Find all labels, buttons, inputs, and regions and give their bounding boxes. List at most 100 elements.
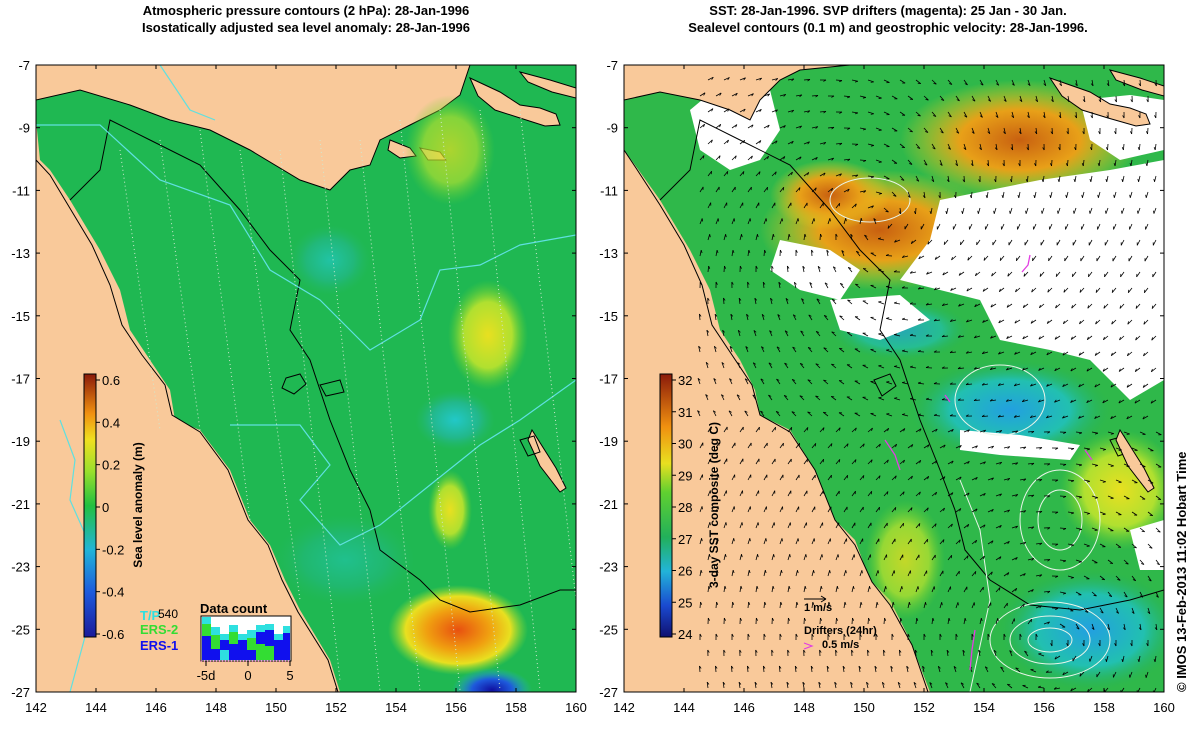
left-y-tick-label: -9 <box>18 121 30 136</box>
legend-ers1: ERS-1 <box>140 638 178 653</box>
left-y-tick-label: -15 <box>11 309 30 324</box>
right-new-ireland <box>1108 69 1164 97</box>
left-satellite-tracks <box>119 109 576 691</box>
right-x-tick-label: 142 <box>613 700 635 715</box>
legend-tp: T/P <box>140 608 161 623</box>
right-x-tick-label: 154 <box>973 700 995 715</box>
data-count-tick-2: 5 <box>286 668 293 683</box>
right-colorbar-tick-label: 24 <box>678 627 692 642</box>
left-new-ireland <box>518 71 576 99</box>
data-count-tick-1: 0 <box>244 668 251 683</box>
left-y-tick-label: -13 <box>11 246 30 261</box>
left-y-tick-label: -21 <box>11 497 30 512</box>
right-colorbar-tick-label: 31 <box>678 405 692 420</box>
sst-warm-ne <box>900 80 1140 200</box>
left-colorbar-tick-label: -0.4 <box>102 585 124 600</box>
right-new-britain <box>1048 77 1151 127</box>
right-map <box>624 65 1164 692</box>
left-map <box>36 65 576 692</box>
left-eez-line-1 <box>36 124 576 351</box>
ssh-high-north <box>405 95 495 205</box>
left-colorbar-tick-label: 0.4 <box>102 415 120 430</box>
left-colorbar <box>83 373 97 638</box>
left-x-tick-label: 156 <box>445 700 467 715</box>
right-colorbar-tick-label: 26 <box>678 564 692 579</box>
legend-ers2: ERS-2 <box>140 622 178 637</box>
ssh-low-mid <box>415 390 495 450</box>
ssh-low-south <box>275 515 415 605</box>
left-shelf-contour <box>69 119 576 613</box>
velocity-scale-label: 1 m/s <box>804 602 832 614</box>
left-y-tick-label: -27 <box>11 685 30 700</box>
left-y-tick-label: -7 <box>18 58 30 73</box>
data-count-tick-0: -5d <box>197 668 216 683</box>
left-colorbar-tick-label: 0.6 <box>102 373 120 388</box>
data-count-axis: -5d 0 5 <box>197 661 294 683</box>
left-australia <box>36 159 339 692</box>
left-title-line1: Atmospheric pressure contours (2 hPa): 2… <box>142 3 470 18</box>
right-colorbar-tick-label: 32 <box>678 373 692 388</box>
imos-credit: © IMOS 13-Feb-2013 11:02 Hobart Time <box>1174 451 1189 692</box>
right-y-tick-label: -23 <box>599 560 618 575</box>
right-colorbar-ticks: 32 31 30 29 28 27 26 25 24 <box>672 373 692 642</box>
right-y-tick-label: -27 <box>599 685 618 700</box>
right-y-tick-label: -13 <box>599 246 618 261</box>
geostrophic-velocity-arrows <box>697 76 1162 692</box>
drifters-label: Drifters (24hr) <box>804 625 877 637</box>
ssh-low-west <box>290 225 370 295</box>
right-colorbar-tick-label: 30 <box>678 437 692 452</box>
sst-warm-coast <box>865 500 945 620</box>
left-colorbar-ticks: 0.6 0.4 0.2 0 -0.2 -0.4 -0.6 <box>96 373 124 642</box>
right-colorbar-tick-label: 25 <box>678 595 692 610</box>
left-title-line2: Isostatically adjusted sea level anomaly… <box>141 20 471 35</box>
left-y-tick-label: -17 <box>11 372 30 387</box>
left-reef-1 <box>281 373 307 395</box>
left-reef-3 <box>519 435 541 457</box>
left-y-tick-label: -19 <box>11 434 30 449</box>
left-x-tick-label: 150 <box>265 700 287 715</box>
ssh-low-eddy <box>452 668 532 692</box>
map-axes: 142 144 146 148 150 152 154 156 158 160 -7 -9 -11 -13… <box>11 58 1175 715</box>
right-y-tick-label: -9 <box>606 121 618 136</box>
right-title: SST: 28-Jan-1996. SVP drifters (magenta)… <box>608 2 1168 36</box>
left-y-tick-label: -25 <box>11 622 30 637</box>
sealevel-contours <box>829 177 1111 692</box>
drifter-scale-label: 0.5 m/s <box>822 639 859 651</box>
left-y-tick-label: -23 <box>11 560 30 575</box>
left-y-tick-label: -11 <box>12 183 30 198</box>
right-x-tick-label: 146 <box>733 700 755 715</box>
right-new-caledonia <box>1115 428 1155 493</box>
right-title-line2: Sealevel contours (0.1 m) and geostrophi… <box>688 20 1088 35</box>
left-eez-line-2 <box>230 379 576 546</box>
data-count-value: 540 <box>158 607 178 621</box>
right-x-tick-label: 152 <box>913 700 935 715</box>
right-x-tick-label: 150 <box>853 700 875 715</box>
left-title: Atmospheric pressure contours (2 hPa): 2… <box>36 2 576 36</box>
ssh-high-east <box>448 280 528 390</box>
right-y-tick-label: -7 <box>606 58 618 73</box>
right-shelf-contour <box>659 119 1164 611</box>
left-eez-line-4 <box>159 65 216 121</box>
right-y-tick-label: -25 <box>599 622 618 637</box>
right-new-guinea <box>624 65 851 121</box>
right-reef-1 <box>873 373 897 397</box>
right-y-tick-label: -11 <box>600 183 618 198</box>
velocity-scale: 1 m/s Drifters (24hr) 0.5 m/s <box>803 595 877 651</box>
right-y-tick-label: -15 <box>599 309 618 324</box>
data-count-histogram <box>200 615 292 662</box>
left-reef-2 <box>319 379 345 397</box>
right-x-tick-label: 156 <box>1033 700 1055 715</box>
left-x-tick-label: 142 <box>25 700 47 715</box>
left-colorbar-tick-label: -0.6 <box>102 627 124 642</box>
drifter-tracks <box>884 254 1093 671</box>
right-x-tick-label: 160 <box>1153 700 1175 715</box>
right-colorbar-tick-label: 27 <box>678 532 692 547</box>
right-x-tick-label: 148 <box>793 700 815 715</box>
left-colorbar-tick-label: 0 <box>102 500 109 515</box>
left-colorbar-tick-label: 0.2 <box>102 458 120 473</box>
drifter-scale-icon <box>803 642 814 650</box>
left-x-tick-label: 160 <box>565 700 587 715</box>
right-x-tick-label: 158 <box>1093 700 1115 715</box>
left-colorbar-label: Sea level anomaly (m) <box>131 442 145 567</box>
